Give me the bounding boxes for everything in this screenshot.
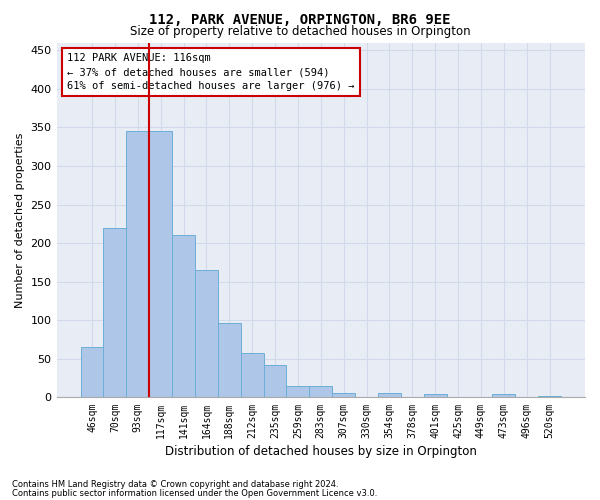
Bar: [263, 365, 286, 398]
Bar: [378, 393, 401, 398]
Bar: [332, 393, 355, 398]
Bar: [218, 322, 241, 398]
Bar: [538, 396, 561, 398]
Bar: [424, 394, 446, 398]
Bar: [286, 386, 310, 398]
X-axis label: Distribution of detached houses by size in Orpington: Distribution of detached houses by size …: [165, 444, 477, 458]
Y-axis label: Number of detached properties: Number of detached properties: [15, 132, 25, 308]
Text: Size of property relative to detached houses in Orpington: Size of property relative to detached ho…: [130, 25, 470, 38]
Bar: [310, 386, 332, 398]
Text: 112 PARK AVENUE: 116sqm
← 37% of detached houses are smaller (594)
61% of semi-d: 112 PARK AVENUE: 116sqm ← 37% of detache…: [67, 53, 355, 91]
Bar: [103, 228, 127, 398]
Bar: [127, 131, 149, 398]
Bar: [241, 354, 263, 398]
Text: Contains public sector information licensed under the Open Government Licence v3: Contains public sector information licen…: [12, 488, 377, 498]
Bar: [172, 236, 195, 398]
Text: 112, PARK AVENUE, ORPINGTON, BR6 9EE: 112, PARK AVENUE, ORPINGTON, BR6 9EE: [149, 12, 451, 26]
Bar: [493, 394, 515, 398]
Bar: [195, 270, 218, 398]
Bar: [149, 131, 172, 398]
Text: Contains HM Land Registry data © Crown copyright and database right 2024.: Contains HM Land Registry data © Crown c…: [12, 480, 338, 489]
Bar: [80, 348, 103, 398]
